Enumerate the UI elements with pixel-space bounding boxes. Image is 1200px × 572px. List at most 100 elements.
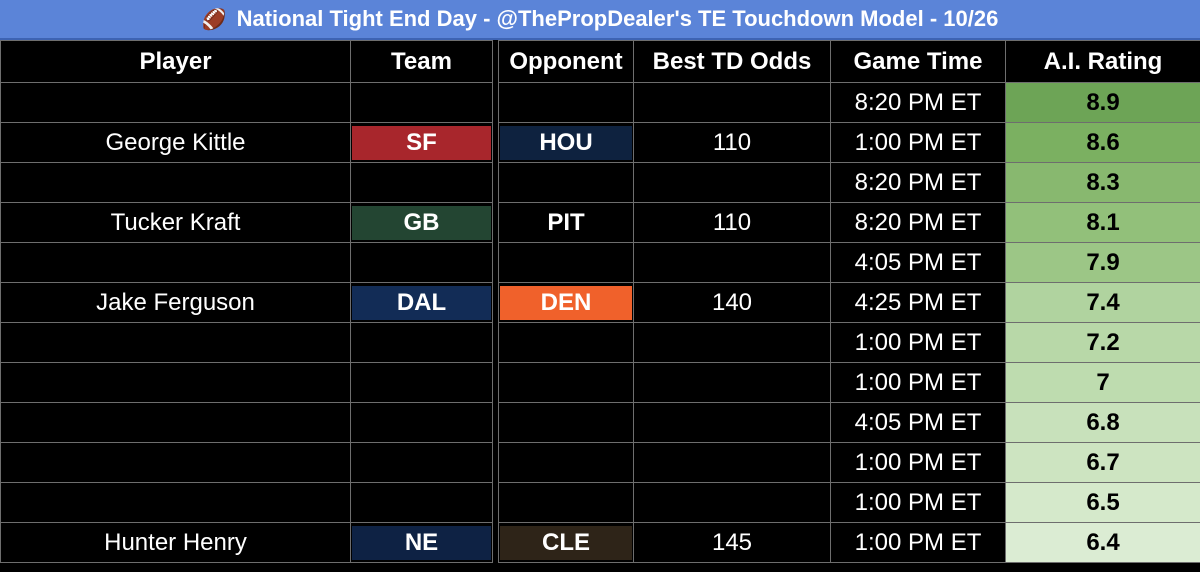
game-time-cell: 1:00 PM ET [830, 482, 1006, 523]
table-row: George Kittle SF HOU 110 1:00 PM ET 8.6 [0, 122, 1200, 163]
table-row: 4:05 PM ET 7.9 [0, 242, 1200, 283]
rating-cell: 7 [1005, 362, 1200, 403]
player-cell [0, 82, 351, 123]
team-badge: NE [352, 525, 491, 560]
team-badge: DAL [352, 285, 491, 320]
header-ai-rating: A.I. Rating [1005, 40, 1200, 83]
te-model-table: Player Team Opponent Best TD Odds Game T… [0, 40, 1200, 563]
team-badge: GB [352, 205, 491, 240]
player-cell [0, 402, 351, 443]
team-badge: SF [352, 125, 491, 160]
game-time-cell: 1:00 PM ET [830, 362, 1006, 403]
team-cell: GB [350, 202, 493, 243]
header-game-time: Game Time [830, 40, 1006, 83]
game-time-cell: 4:05 PM ET [830, 242, 1006, 283]
odds-cell [633, 162, 831, 203]
table-row: 1:00 PM ET 7 [0, 362, 1200, 403]
opponent-cell [498, 362, 634, 403]
rating-cell: 8.6 [1005, 122, 1200, 163]
game-time-cell: 1:00 PM ET [830, 442, 1006, 483]
team-cell [350, 242, 493, 283]
team-cell [350, 442, 493, 483]
odds-cell: 110 [633, 122, 831, 163]
odds-cell [633, 242, 831, 283]
player-cell [0, 162, 351, 203]
team-cell [350, 162, 493, 203]
rating-cell: 6.4 [1005, 522, 1200, 563]
header-opponent: Opponent [498, 40, 634, 83]
opponent-badge: DEN [500, 285, 632, 320]
odds-cell [633, 482, 831, 523]
header-odds: Best TD Odds [633, 40, 831, 83]
game-time-cell: 8:20 PM ET [830, 202, 1006, 243]
table-row: 8:20 PM ET 8.9 [0, 82, 1200, 123]
table-row: 1:00 PM ET 7.2 [0, 322, 1200, 363]
odds-cell [633, 442, 831, 483]
rating-cell: 6.8 [1005, 402, 1200, 443]
table-row: 1:00 PM ET 6.7 [0, 442, 1200, 483]
table-row: Hunter Henry NE CLE 145 1:00 PM ET 6.4 [0, 522, 1200, 563]
table-row: Tucker Kraft GB PIT 110 8:20 PM ET 8.1 [0, 202, 1200, 243]
game-time-cell: 1:00 PM ET [830, 522, 1006, 563]
opponent-cell [498, 242, 634, 283]
rating-cell: 8.9 [1005, 82, 1200, 123]
game-time-cell: 1:00 PM ET [830, 122, 1006, 163]
odds-cell [633, 402, 831, 443]
page-title: National Tight End Day - @ThePropDealer'… [236, 6, 999, 31]
rating-cell: 8.3 [1005, 162, 1200, 203]
team-cell [350, 362, 493, 403]
player-cell: George Kittle [0, 122, 351, 163]
rating-cell: 7.9 [1005, 242, 1200, 283]
rating-cell: 7.4 [1005, 282, 1200, 323]
opponent-cell: PIT [498, 202, 634, 243]
player-cell [0, 322, 351, 363]
table-row: 1:00 PM ET 6.5 [0, 482, 1200, 523]
football-icon: 🏈 [201, 8, 227, 31]
opponent-badge: HOU [500, 125, 632, 160]
odds-cell: 140 [633, 282, 831, 323]
player-cell [0, 442, 351, 483]
rating-cell: 8.1 [1005, 202, 1200, 243]
opponent-cell: CLE [498, 522, 634, 563]
opponent-cell [498, 482, 634, 523]
opponent-cell: DEN [498, 282, 634, 323]
team-cell [350, 482, 493, 523]
team-cell [350, 322, 493, 363]
title-bar: 🏈 National Tight End Day - @ThePropDeale… [0, 0, 1200, 40]
player-cell: Tucker Kraft [0, 202, 351, 243]
header-row: Player Team Opponent Best TD Odds Game T… [0, 40, 1200, 83]
opponent-cell [498, 442, 634, 483]
table-row: Jake Ferguson DAL DEN 140 4:25 PM ET 7.4 [0, 282, 1200, 323]
odds-cell [633, 362, 831, 403]
opponent-cell: HOU [498, 122, 634, 163]
player-cell: Hunter Henry [0, 522, 351, 563]
player-cell: Jake Ferguson [0, 282, 351, 323]
opponent-cell [498, 402, 634, 443]
game-time-cell: 8:20 PM ET [830, 162, 1006, 203]
odds-cell [633, 82, 831, 123]
game-time-cell: 1:00 PM ET [830, 322, 1006, 363]
odds-cell: 145 [633, 522, 831, 563]
team-cell [350, 82, 493, 123]
team-cell: NE [350, 522, 493, 563]
rating-cell: 7.2 [1005, 322, 1200, 363]
game-time-cell: 4:05 PM ET [830, 402, 1006, 443]
rating-cell: 6.5 [1005, 482, 1200, 523]
opponent-cell [498, 322, 634, 363]
game-time-cell: 4:25 PM ET [830, 282, 1006, 323]
player-cell [0, 362, 351, 403]
rating-cell: 6.7 [1005, 442, 1200, 483]
header-team: Team [350, 40, 493, 83]
player-cell [0, 242, 351, 283]
player-cell [0, 482, 351, 523]
table-row: 4:05 PM ET 6.8 [0, 402, 1200, 443]
game-time-cell: 8:20 PM ET [830, 82, 1006, 123]
opponent-cell [498, 162, 634, 203]
odds-cell: 110 [633, 202, 831, 243]
header-player: Player [0, 40, 351, 83]
table-row: 8:20 PM ET 8.3 [0, 162, 1200, 203]
opponent-badge: CLE [500, 525, 632, 560]
team-cell: SF [350, 122, 493, 163]
odds-cell [633, 322, 831, 363]
team-cell: DAL [350, 282, 493, 323]
